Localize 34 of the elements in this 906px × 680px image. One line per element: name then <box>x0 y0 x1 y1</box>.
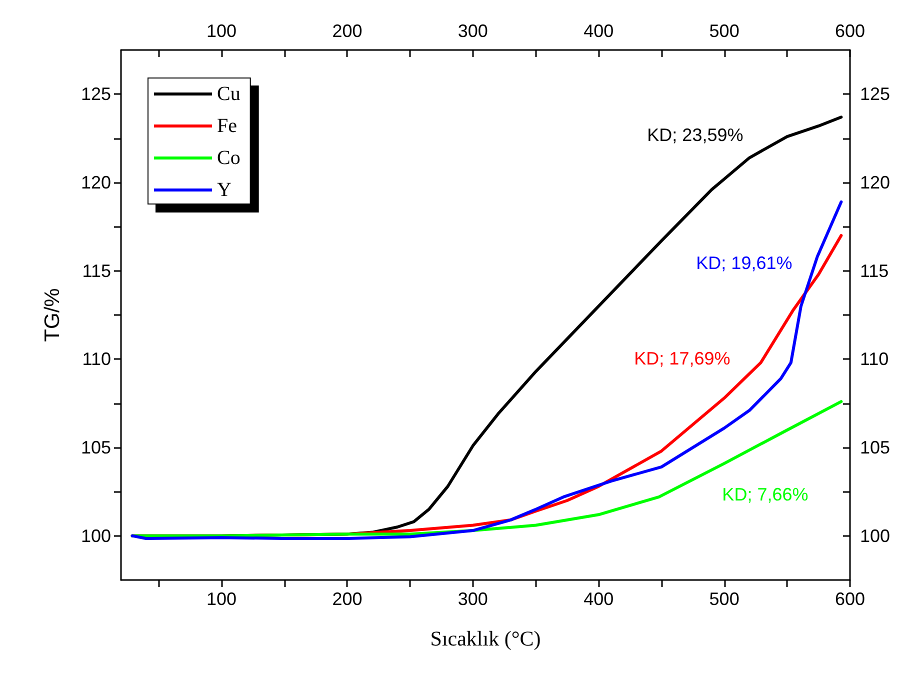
annotation: KD; 23,59% <box>647 125 744 146</box>
legend-label: Fe <box>217 115 238 137</box>
y-tick-label: 125 <box>80 84 111 104</box>
y-tick-label: 110 <box>82 349 111 370</box>
y-tick-label: 105 <box>80 438 111 458</box>
x2-tick-label: 600 <box>834 21 866 41</box>
x2-tick-label: 100 <box>206 21 237 41</box>
y2-tick-label: 105 <box>860 438 890 458</box>
x2-tick-label: 400 <box>584 21 614 41</box>
x-tick-label: 600 <box>834 589 866 609</box>
y-axis-title: TG/% <box>41 288 64 342</box>
x2-tick-label: 300 <box>458 21 488 41</box>
y2-tick-label: 115 <box>860 260 889 281</box>
x-tick-label: 300 <box>458 589 488 609</box>
x-tick-label: 400 <box>584 589 614 609</box>
legend-label: Co <box>217 147 240 169</box>
annotation: KD; 19,61% <box>696 252 792 273</box>
x2-tick-label: 200 <box>332 21 362 41</box>
y2-tick-label: 125 <box>860 84 890 104</box>
y-tick-label: 120 <box>80 172 111 192</box>
x-tick-label: 200 <box>332 589 362 609</box>
x-axis-title: Sıcaklık (°C) <box>430 626 541 650</box>
x-tick-label: 500 <box>709 589 740 609</box>
legend-label: Cu <box>217 83 240 105</box>
y-tick-label: 115 <box>82 260 111 281</box>
annotation: KD; 17,69% <box>634 348 730 368</box>
x2-tick-label: 500 <box>709 21 740 41</box>
annotation: KD; 7,66% <box>722 484 808 505</box>
y2-tick-label: 100 <box>860 526 890 546</box>
y2-tick-label: 110 <box>860 349 889 370</box>
x-tick-label: 100 <box>206 589 237 609</box>
legend-label: Y <box>217 179 232 201</box>
y2-tick-label: 120 <box>860 172 890 192</box>
y-tick-label: 100 <box>80 526 111 546</box>
